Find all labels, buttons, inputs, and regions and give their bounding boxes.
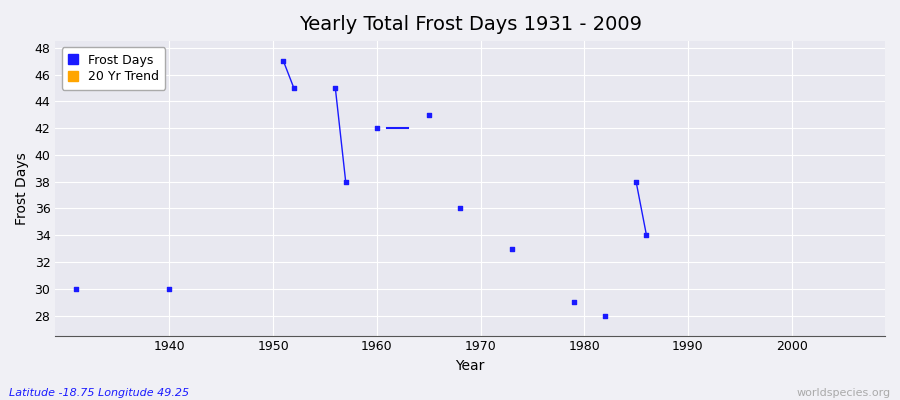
Title: Yearly Total Frost Days 1931 - 2009: Yearly Total Frost Days 1931 - 2009 [299, 15, 642, 34]
Point [370, 125, 384, 131]
Point [629, 178, 643, 185]
Text: worldspecies.org: worldspecies.org [796, 388, 891, 398]
Point [286, 85, 301, 91]
Point [328, 85, 343, 91]
Point [338, 178, 353, 185]
Text: Latitude -18.75 Longitude 49.25: Latitude -18.75 Longitude 49.25 [9, 388, 189, 398]
Point [162, 286, 176, 292]
Point [504, 245, 518, 252]
Point [276, 58, 291, 64]
Point [453, 205, 467, 212]
Point [639, 232, 653, 238]
Point [598, 312, 612, 319]
X-axis label: Year: Year [455, 359, 485, 373]
Point [68, 286, 83, 292]
Point [567, 299, 581, 305]
Y-axis label: Frost Days: Frost Days [15, 152, 29, 225]
Point [421, 112, 436, 118]
Legend: Frost Days, 20 Yr Trend: Frost Days, 20 Yr Trend [61, 47, 165, 90]
